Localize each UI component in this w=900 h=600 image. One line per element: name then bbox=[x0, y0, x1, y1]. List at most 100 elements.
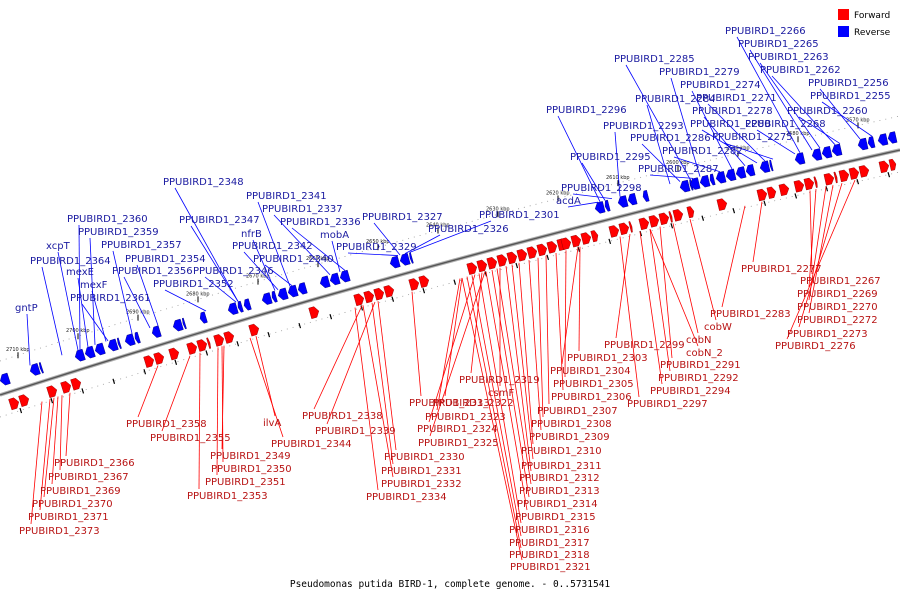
reverse-gene-arrow bbox=[181, 317, 187, 330]
gene-label: cobW bbox=[704, 322, 732, 333]
reverse-gene-arrow bbox=[297, 282, 308, 295]
forward-gene-arrow bbox=[848, 167, 860, 180]
scale-tick-label: 2570 kbp bbox=[846, 117, 870, 123]
reverse-gene-arrow bbox=[821, 145, 833, 159]
genome-backbone-layer bbox=[0, 115, 900, 418]
gene-label: PPUBIRD1_2256 bbox=[808, 78, 889, 89]
gene-label: PPUBIRD1_2303 bbox=[567, 353, 648, 364]
leader-line bbox=[204, 276, 237, 303]
gene-label: PPUBIRD1_2322 bbox=[433, 398, 514, 409]
gene-label: PPUBIRD1_2325 bbox=[418, 438, 499, 449]
reverse-gene-arrow bbox=[389, 255, 401, 269]
reverse-gene-arrow bbox=[759, 160, 771, 173]
legend-reverse-swatch bbox=[838, 26, 849, 37]
leader-line bbox=[555, 252, 564, 391]
gene-label: PPUBIRD1_2279 bbox=[659, 67, 740, 78]
leader-line bbox=[164, 289, 207, 312]
scale-tick-label: 2690 kbp bbox=[126, 310, 150, 316]
leader-line bbox=[641, 143, 681, 182]
forward-gene-arrow bbox=[648, 215, 660, 228]
scale-minor-tick bbox=[701, 215, 705, 221]
gene-label: PPUBIRD1_2278 bbox=[692, 106, 773, 117]
gene-label: PPUBIRD1_2338 bbox=[302, 411, 383, 422]
leader-line bbox=[436, 278, 461, 411]
leader-line bbox=[136, 264, 159, 326]
gene-label: PPUBIRD1_2274 bbox=[680, 80, 761, 91]
scale-tick-label: 2590 kbp bbox=[726, 145, 750, 151]
leader-line bbox=[614, 131, 621, 197]
gene-label: PPUBIRD1_2369 bbox=[40, 486, 121, 497]
leader-line bbox=[689, 219, 717, 321]
forward-gene-arrow bbox=[570, 234, 582, 248]
legend-forward-swatch bbox=[838, 9, 849, 20]
reverse-gene-arrow bbox=[831, 143, 843, 157]
scale-minor-tick bbox=[763, 200, 767, 206]
gene-label: PPUBIRD1_2341 bbox=[246, 191, 327, 202]
leader-line bbox=[190, 225, 239, 302]
forward-gene-arrow bbox=[778, 183, 790, 197]
reverse-gene-arrow bbox=[172, 318, 184, 332]
scale-minor-tick bbox=[794, 193, 798, 199]
gene-label: PPUBIRD1_2277 bbox=[741, 264, 822, 275]
leader-line bbox=[198, 352, 201, 490]
gene-label: PPUBIRD1_2286 bbox=[630, 133, 711, 144]
leader-line bbox=[331, 240, 341, 272]
gene-label: PPUBIRD1_2296 bbox=[546, 105, 627, 116]
forward-gene-arrow bbox=[686, 206, 695, 219]
leader-line bbox=[615, 233, 631, 339]
gene-label: PPUBIRD1_2291 bbox=[660, 360, 741, 371]
scale-minor-tick bbox=[81, 388, 85, 394]
forward-gene-arrow bbox=[143, 355, 155, 368]
reverse-gene-arrow bbox=[709, 173, 716, 186]
reverse-gene-arrow bbox=[689, 177, 701, 190]
leader-line bbox=[639, 231, 663, 385]
scale-minor-tick bbox=[267, 331, 271, 338]
forward-gene-arrow bbox=[153, 352, 165, 365]
leader-line bbox=[808, 185, 834, 314]
gene-label: PPUBIRD1_2255 bbox=[810, 91, 891, 102]
forward-gene-arrow bbox=[248, 323, 260, 337]
gene-label: PPUBIRD1_2268 bbox=[745, 119, 826, 130]
gene-label: csmF bbox=[488, 388, 514, 399]
leader-line bbox=[528, 260, 542, 431]
scale-tick-label: 2700 kbp bbox=[66, 328, 90, 334]
scale-minor-tick bbox=[205, 350, 209, 356]
gene-label: PPUBIRD1_2276 bbox=[775, 341, 856, 352]
forward-gene-arrow bbox=[858, 165, 870, 178]
scale-minor-tick bbox=[670, 223, 674, 229]
forward-gene-arrow bbox=[608, 225, 620, 238]
gene-label: PPUBIRD1_2313 bbox=[519, 486, 600, 497]
gene-label: ilvA bbox=[263, 418, 281, 429]
gene-label: PPUBIRD1_2339 bbox=[315, 426, 396, 437]
gene-label: PPUBIRD1_2367 bbox=[48, 472, 129, 483]
gene-label: PPUBIRD1_2324 bbox=[417, 424, 498, 435]
gene-label: PPUBIRD1_2298 bbox=[561, 183, 642, 194]
gene-label: PPUBIRD1_2306 bbox=[551, 392, 632, 403]
reverse-gene-arrow bbox=[679, 179, 691, 193]
leader-line bbox=[809, 190, 813, 275]
leader-line bbox=[752, 201, 763, 263]
gene-label: PPUBIRD1_2312 bbox=[519, 473, 600, 484]
scale-minor-tick bbox=[391, 296, 395, 302]
leader-line bbox=[518, 262, 534, 445]
leader-line bbox=[377, 301, 397, 451]
scale-ticks: 2570 kbp 2580 kbp 2590 kbp 2600 kbp 2610 kbp… bbox=[6, 117, 891, 414]
leader-line bbox=[137, 365, 159, 418]
reverse-gene-arrow bbox=[29, 363, 41, 376]
forward-gene-arrow bbox=[672, 209, 684, 222]
reverse-gene-arrow bbox=[604, 199, 611, 212]
forward-gene-arrow bbox=[383, 285, 395, 298]
leader-line bbox=[273, 214, 331, 275]
reverse-gene-arrow bbox=[237, 300, 244, 313]
gene-label: PPUBIRD1_2272 bbox=[797, 315, 878, 326]
forward-gene-arrow bbox=[638, 217, 650, 231]
scale-tick-label: 2660 kbp bbox=[306, 256, 330, 262]
gene-label: PPUBIRD1_2297 bbox=[627, 399, 708, 410]
leader-line bbox=[444, 277, 463, 397]
reverse-gene-arrow bbox=[94, 342, 106, 356]
gene-label: PPUBIRD1_2285 bbox=[614, 54, 695, 65]
scale-tick-label: 2610 kbp bbox=[606, 175, 630, 181]
reverse-gene-arrow bbox=[887, 131, 898, 144]
leader-line bbox=[673, 156, 721, 173]
gene-label: PPUBIRD1_2301 bbox=[479, 210, 560, 221]
